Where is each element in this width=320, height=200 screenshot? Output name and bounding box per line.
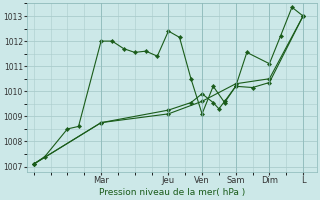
X-axis label: Pression niveau de la mer( hPa ): Pression niveau de la mer( hPa ) (99, 188, 245, 197)
